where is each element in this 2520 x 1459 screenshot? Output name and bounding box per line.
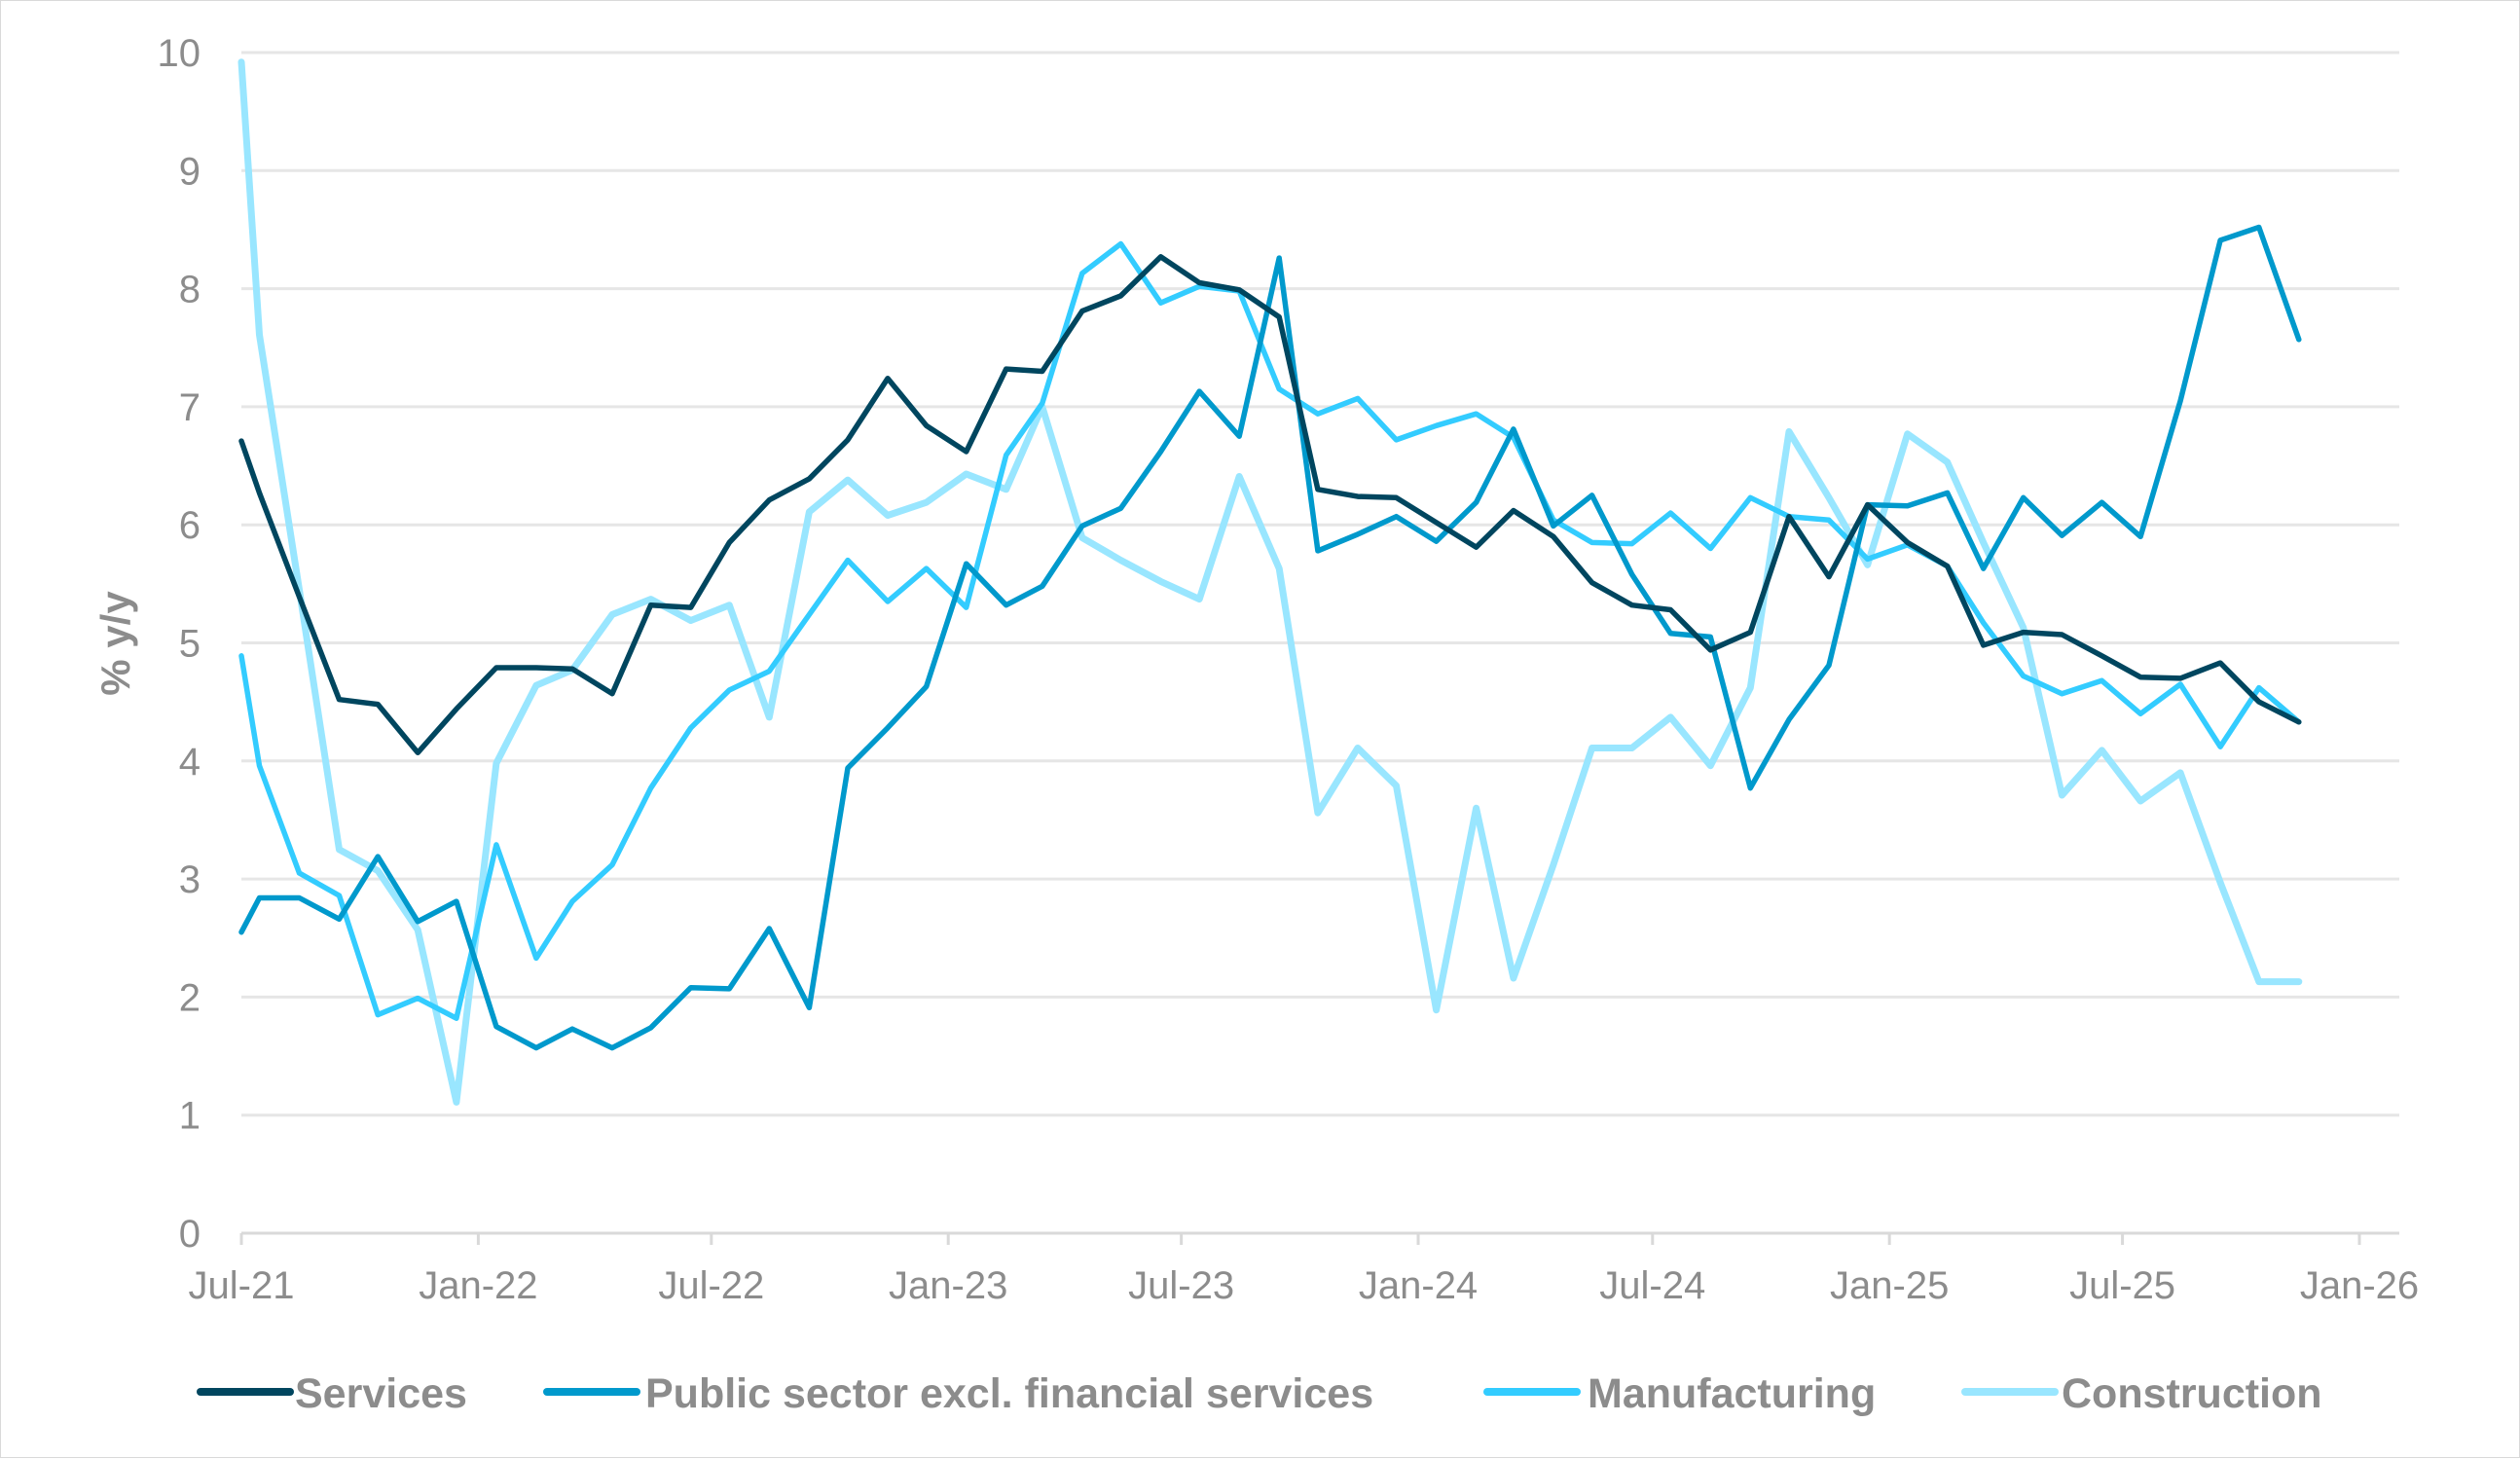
x-tick-label: Jul-22 <box>658 1264 764 1307</box>
series-line-construction <box>241 62 2299 1103</box>
x-tick-label: Jul-24 <box>1599 1264 1705 1307</box>
legend-label: Public sector excl. financial services <box>645 1370 1373 1417</box>
legend-item: Services <box>201 1370 467 1417</box>
x-tick-label: Jan-22 <box>419 1264 537 1307</box>
series-line-manufacturing <box>241 244 2299 1019</box>
y-tick-label: 2 <box>179 976 201 1019</box>
y-tick-label: 10 <box>158 32 201 75</box>
legend-item: Construction <box>1965 1370 2322 1417</box>
x-tick-label: Jul-23 <box>1128 1264 1234 1307</box>
legend-label: Services <box>295 1370 467 1417</box>
y-tick-label: 0 <box>179 1213 201 1256</box>
x-axis: Jul-21 Jan-22 Jul-22 Jan-23 Jul-23 Jan-24 Jul-… <box>189 1233 2420 1307</box>
legend-label: Manufacturing <box>1588 1370 1876 1417</box>
x-tick-label: Jan-25 <box>1830 1264 1949 1307</box>
y-tick-label: 7 <box>179 386 201 429</box>
legend-item: Public sector excl. financial services <box>547 1370 1373 1417</box>
series-lines <box>241 62 2299 1103</box>
x-tick-label: Jan-23 <box>889 1264 1007 1307</box>
legend: Services Public sector excl. financial se… <box>201 1370 2322 1417</box>
y-axis: 0 1 2 3 4 5 6 7 8 9 10 <box>158 32 201 1256</box>
legend-item: Manufacturing <box>1487 1370 1876 1417</box>
y-axis-title: % y/y <box>92 591 138 696</box>
legend-label: Construction <box>2062 1370 2322 1417</box>
y-tick-label: 5 <box>179 623 201 666</box>
y-tick-label: 6 <box>179 504 201 547</box>
y-tick-label: 9 <box>179 150 201 193</box>
series-line-public-sector-excl-financial-services <box>241 228 2299 1048</box>
x-tick-label: Jan-26 <box>2300 1264 2419 1307</box>
x-tick-label: Jul-25 <box>2069 1264 2175 1307</box>
y-tick-label: 1 <box>179 1095 201 1138</box>
y-tick-label: 8 <box>179 269 201 311</box>
x-tick-label: Jan-24 <box>1359 1264 1478 1307</box>
x-tick-label: Jul-21 <box>189 1264 295 1307</box>
y-tick-label: 3 <box>179 858 201 901</box>
y-tick-label: 4 <box>179 741 201 784</box>
